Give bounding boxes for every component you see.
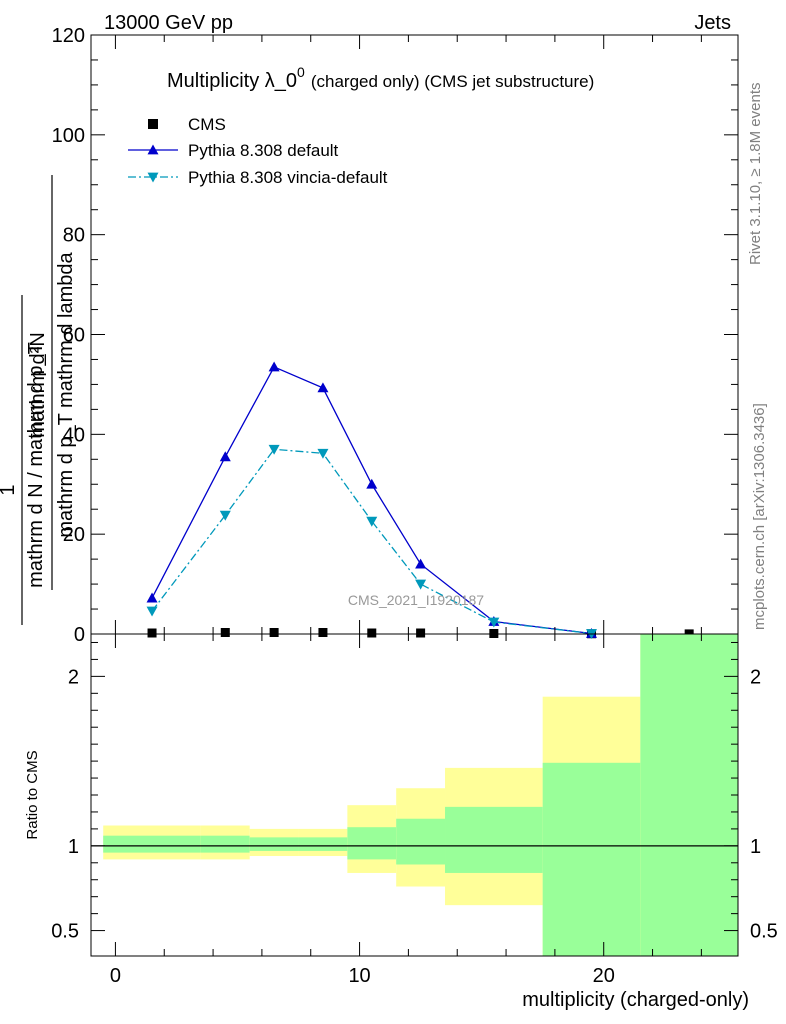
side-texts: Rivet 3.1.10, ≥ 1.8M events mcplots.cern…: [747, 83, 768, 631]
pythia-default-point: [268, 361, 280, 372]
ratio-y-tick-label: 2: [68, 666, 79, 688]
ratio-y-tick-label-right: 1: [750, 836, 761, 858]
y-label-prefix-numerator: 1: [0, 484, 19, 495]
main-title: Multiplicity λ_00 (charged only) (CMS jet…: [167, 64, 594, 92]
series-line-1: [151, 366, 592, 635]
ratio-inner-band: [640, 634, 738, 956]
cms-data-point: [318, 628, 328, 638]
process-label: Jets: [694, 12, 731, 34]
y-tick-label: 0: [74, 624, 85, 646]
x-tick-label: 10: [348, 965, 370, 987]
y-tick-label: 60: [63, 325, 85, 347]
ratio-bands: [91, 634, 738, 956]
main-panel: 0 20 40 60 80 100 120 CMS_2021_I1920187 Multip…: [0, 25, 739, 646]
pythia-vincia-point: [268, 444, 280, 455]
pythia-default-point: [317, 382, 329, 393]
y-tick-label: 40: [63, 424, 85, 446]
y-label-denominator: mathrm d p_T mathrm d lambda: [55, 251, 77, 537]
legend-label: Pythia 8.308 vincia-default: [188, 168, 388, 187]
cms-data-point: [220, 628, 230, 638]
header-texts: 13000 GeV pp Jets: [104, 12, 731, 34]
main-title-superscript: 0: [297, 64, 305, 80]
ratio-inner-band: [542, 762, 641, 956]
ratio-axis-ticks: 0.5 0.51 12 20 10 20: [51, 634, 778, 987]
pythia-vincia-point: [366, 516, 378, 527]
main-title-main: Multiplicity λ_0: [167, 70, 297, 92]
pythia-vincia-point: [488, 617, 500, 628]
main-title-text: Multiplicity λ_00 (charged only) (CMS jet…: [167, 64, 594, 92]
ratio-inner-band: [200, 835, 250, 853]
pythia-vincia-point: [415, 579, 427, 590]
pythia-default-point: [366, 478, 378, 489]
x-axis-label: multiplicity (charged-only): [522, 989, 749, 1011]
main-plot-marks: [146, 361, 694, 640]
y-label-numerator: mathrm d²N: [27, 332, 49, 438]
legend-marker: [147, 172, 159, 183]
ratio-y-tick-label-right: 2: [750, 666, 761, 688]
y-tick-label: 80: [63, 225, 85, 247]
pythia-default-point: [219, 451, 231, 462]
rivet-version-label: Rivet 3.1.10, ≥ 1.8M events: [747, 83, 764, 266]
y-tick-label: 20: [63, 524, 85, 546]
legend-label: CMS: [188, 115, 226, 134]
ratio-inner-band: [445, 806, 543, 873]
pythia-default-point: [146, 592, 158, 603]
legend: CMS Pythia 8.308 default Pythia 8.308 vinc…: [128, 115, 388, 187]
cms-data-point: [147, 628, 157, 638]
cms-data-point: [416, 628, 426, 638]
ratio-inner-band: [347, 827, 397, 860]
y-tick-label: 120: [52, 25, 85, 47]
pythia-vincia-point: [317, 448, 329, 459]
ratio-inner-band: [249, 837, 299, 851]
x-tick-label: 0: [110, 965, 121, 987]
x-tick-label: 20: [593, 965, 615, 987]
analysis-watermark: CMS_2021_I1920187: [348, 592, 484, 608]
ratio-panel: 0.5 0.51 12 20 10 20 Ratio to CMS multiplicit…: [24, 633, 778, 1011]
mcplots-label: mcplots.cern.ch [arXiv:1306.3436]: [751, 403, 768, 630]
main-y-axis-label: mathrm d²N mathrm d p_T mathrm d lambda …: [0, 175, 77, 625]
ratio-y-tick-label-right: 0.5: [750, 921, 778, 943]
ratio-inner-band: [103, 835, 201, 853]
ratio-y-tick-label: 1: [68, 836, 79, 858]
legend-label: Pythia 8.308 default: [188, 141, 339, 160]
ratio-inner-band: [298, 837, 348, 851]
main-title-subtitle: (charged only) (CMS jet substructure): [311, 72, 594, 91]
pythia-default-point: [415, 558, 427, 569]
ratio-inner-band: [396, 818, 446, 865]
legend-marker: [147, 144, 159, 155]
cms-data-point: [269, 628, 279, 638]
ratio-y-tick-label: 0.5: [51, 921, 79, 943]
series-line-2: [151, 448, 592, 635]
pythia-vincia-point: [146, 606, 158, 617]
ratio-y-label: Ratio to CMS: [24, 750, 41, 839]
cms-data-point: [367, 628, 377, 638]
main-axis-ticks: 0 20 40 60 80 100 120: [52, 25, 738, 646]
y-label-prefix-denominator: mathrm d N / mathrm d p_T: [25, 342, 47, 588]
y-tick-label: 100: [52, 125, 85, 147]
pythia-vincia-point: [219, 510, 231, 521]
legend-cms-marker: [148, 119, 158, 129]
energy-label: 13000 GeV pp: [104, 12, 233, 34]
